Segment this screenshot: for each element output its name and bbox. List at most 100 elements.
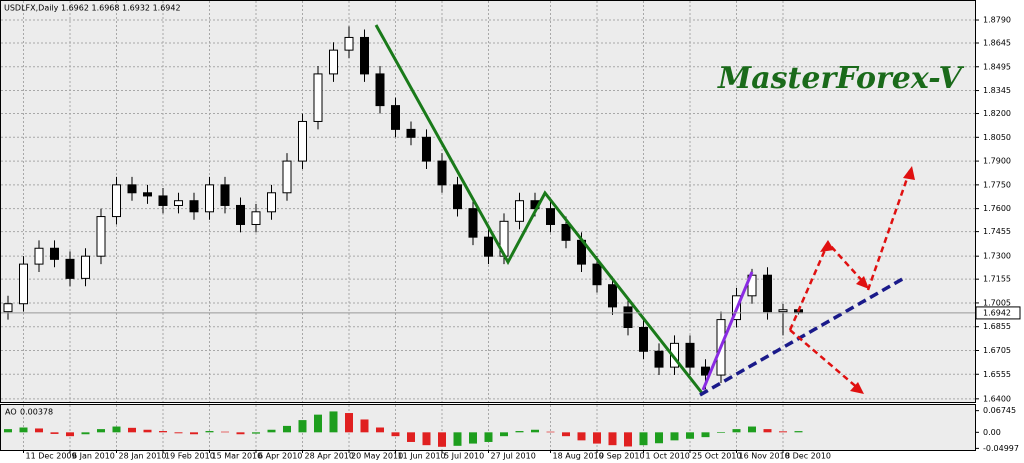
candle-body (437, 160, 447, 186)
indicator-bar (422, 432, 431, 446)
candle-body (422, 136, 431, 162)
indicator-bar (283, 425, 291, 433)
candle-body (127, 184, 137, 194)
y-tick-label: 1.7455 (983, 227, 1011, 236)
x-tick-label: 20 May 2010 (351, 452, 403, 461)
trend-zigzag (374, 24, 704, 394)
y-tick-label: 1.7900 (983, 157, 1011, 166)
y-tick-label: 1.8790 (983, 16, 1011, 25)
x-tick-label: 6 Apr 2010 (258, 452, 302, 461)
indicator-bar (624, 432, 632, 447)
x-tick-label: 11 Jun 2010 (398, 452, 446, 461)
candle-body (375, 73, 385, 107)
indicator-bar (252, 432, 260, 434)
x-tick-label: 6 Jan 2010 (72, 452, 115, 461)
chart-title: USDLFX,Daily 1.6962 1.6968 1.6932 1.6942 (4, 4, 181, 13)
indicator-bar (717, 432, 725, 433)
candle-body (391, 105, 400, 130)
marks-layer (3, 26, 803, 447)
candle-body (220, 184, 230, 206)
indicator-bar (577, 432, 586, 441)
candle-body (143, 192, 152, 197)
candle-body (344, 36, 354, 51)
indicator-bar (531, 429, 539, 433)
indicator-panel (0, 404, 976, 451)
candle-body (546, 208, 555, 225)
arrow-head (820, 240, 834, 252)
last-price-label: 1.6942 (983, 308, 1011, 317)
x-tick-label: 9 Sep 2010 (599, 452, 645, 461)
y-tick-label: 1.8345 (983, 86, 1011, 95)
indicator-bar (128, 427, 136, 433)
candle-body (685, 342, 695, 368)
candle-body (158, 195, 168, 206)
candle-body (19, 263, 28, 305)
indicator-bar (407, 432, 415, 442)
indicator-bar (329, 411, 338, 433)
indicator-bar (236, 432, 245, 435)
candle-body (251, 211, 261, 225)
y-tick-label: 0.06745 (983, 406, 1016, 415)
indicator-bar (314, 414, 322, 433)
arrow-head (850, 382, 864, 394)
indicator-bar (19, 427, 28, 433)
candle-body (34, 247, 44, 265)
candle-body (592, 263, 602, 286)
y-tick-label: 1.8050 (983, 133, 1011, 142)
y-tick-label: 1.6855 (983, 322, 1011, 331)
watermark: MasterForex-V (717, 61, 964, 96)
indicator-bar (469, 432, 477, 444)
y-tick-label: 1.7600 (983, 204, 1011, 213)
trend-line (701, 271, 754, 391)
candle-body (484, 236, 493, 257)
x-tick-label: 27 Jul 2010 (491, 452, 536, 461)
candle-body (50, 247, 59, 260)
candle-body (236, 204, 245, 225)
indicator-bar (190, 432, 198, 435)
x-tick-label: 16 Nov 2010 (739, 452, 790, 461)
y-tick-label: 1.7300 (983, 252, 1011, 261)
indicator-bar (670, 432, 679, 441)
indicator-bar (221, 431, 229, 433)
candle-body (205, 184, 214, 213)
indicator-name: AO (5, 408, 17, 417)
y-tick-label: 1.6555 (983, 370, 1011, 379)
indicator-bar (608, 432, 617, 446)
candle-body (639, 327, 648, 352)
indicator-bar (794, 431, 803, 433)
indicator-bar (701, 432, 710, 438)
indicator-bar (500, 432, 508, 437)
indicator-bar (97, 429, 105, 433)
indicator-value: 0.00378 (20, 408, 53, 417)
candle-body (623, 306, 633, 329)
y-tick-label: 1.8200 (983, 109, 1011, 118)
indicator-bar (593, 432, 601, 444)
indicator-bar (35, 428, 43, 433)
candle-body (778, 309, 788, 313)
indicator-bar (376, 427, 384, 433)
x-tick-label: 5 Jul 2010 (444, 452, 484, 461)
candle-body (406, 128, 416, 138)
indicator-bar (748, 426, 756, 433)
forecast-arrow (866, 169, 912, 291)
y-tick-label: 0.00 (983, 428, 1001, 437)
indicator-bar (686, 432, 694, 439)
drawings (374, 24, 915, 397)
indicator-bar (655, 432, 663, 444)
indicator-bar (66, 432, 74, 437)
candle-body (112, 184, 121, 218)
candle-body (282, 160, 292, 194)
indicator-bar (267, 429, 276, 433)
candle-body (360, 36, 369, 75)
indicator-bar (345, 413, 353, 433)
candle-body (654, 350, 664, 368)
arrow-head (856, 276, 869, 289)
x-tick-label: 11 Dec 2009 (26, 452, 77, 461)
indicator-bar (4, 429, 12, 433)
indicator-bar (81, 432, 90, 435)
indicator-bar (143, 429, 152, 433)
candle-body (81, 255, 90, 279)
y-tick-label: 1.7155 (983, 275, 1011, 284)
indicator-bar (453, 432, 462, 446)
